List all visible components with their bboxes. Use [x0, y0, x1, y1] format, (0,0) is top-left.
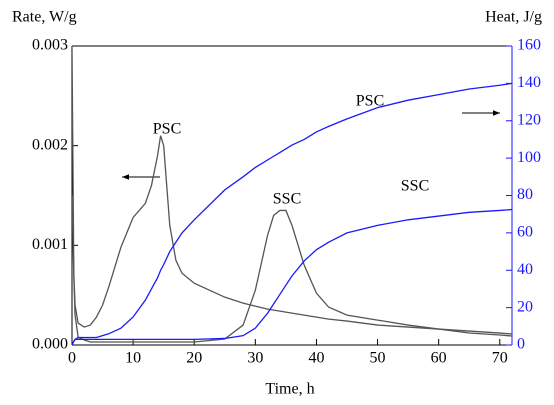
x-tick-label: 40	[308, 350, 324, 367]
x-tick-label: 70	[492, 350, 508, 367]
x-tick-label: 30	[247, 350, 263, 367]
y2-tick-label: 140	[517, 74, 541, 91]
series-label: SSC	[273, 191, 301, 208]
x-tick-label: 20	[186, 350, 202, 367]
y2-axis-label: Heat, J/g	[485, 9, 542, 26]
y-tick-label: 0.000	[32, 336, 68, 353]
y-tick-label: 0.001	[32, 236, 68, 253]
x-axis-label: Time, h	[265, 381, 314, 398]
y-tick-label: 0.003	[32, 37, 68, 54]
series-line	[72, 82, 512, 345]
series-label: PSC	[356, 93, 384, 110]
series-label: PSC	[153, 121, 181, 138]
y2-tick-label: 20	[517, 298, 533, 315]
series-line	[72, 195, 512, 343]
y2-tick-label: 160	[517, 37, 541, 54]
series-label: SSC	[401, 178, 429, 195]
y2-tick-label: 120	[517, 111, 541, 128]
y2-tick-label: 40	[517, 261, 533, 278]
x-tick-label: 50	[370, 350, 386, 367]
y2-tick-label: 100	[517, 149, 541, 166]
x-tick-label: 60	[431, 350, 447, 367]
y2-tick-label: 60	[517, 224, 533, 241]
series-line	[72, 208, 512, 345]
series-line	[72, 46, 512, 335]
y2-tick-label: 0	[517, 336, 525, 353]
x-tick-label: 0	[68, 350, 76, 367]
x-tick-label: 10	[125, 350, 141, 367]
y-tick-label: 0.002	[32, 136, 68, 153]
y2-tick-label: 80	[517, 186, 533, 203]
y-axis-label: Rate, W/g	[12, 9, 77, 26]
